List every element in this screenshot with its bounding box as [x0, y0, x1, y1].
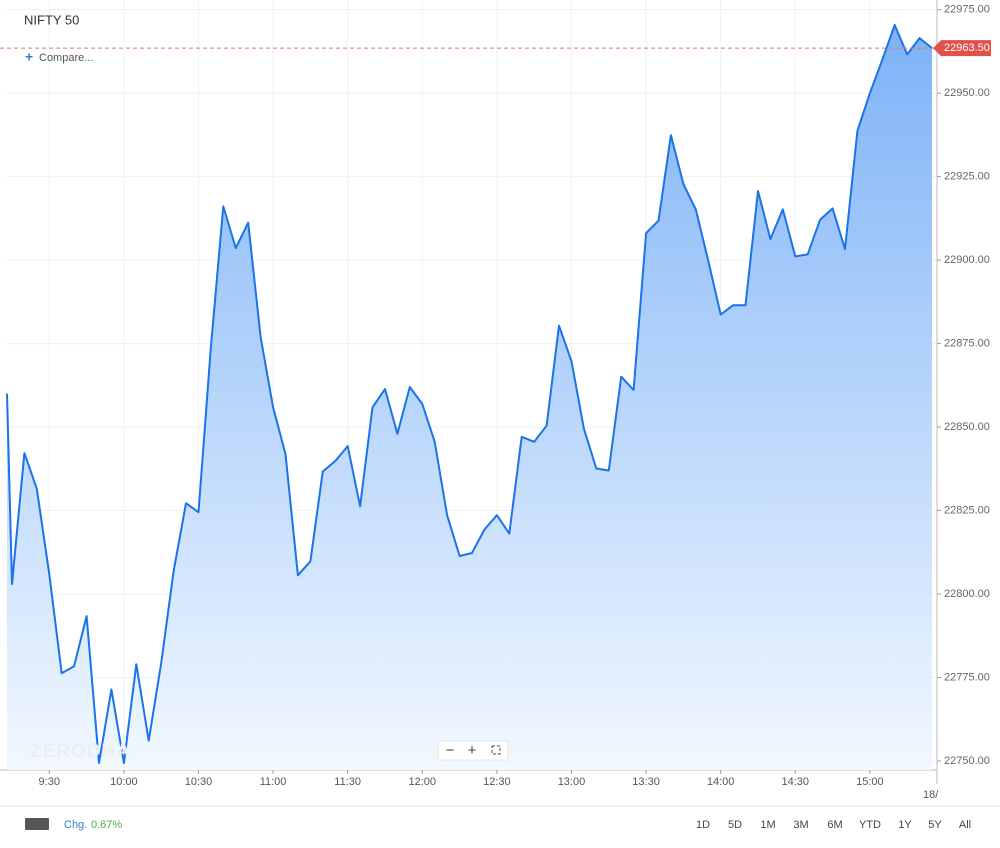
- y-tick-label: 22950.00: [944, 87, 990, 99]
- area-fill: [7, 25, 932, 770]
- change-value: 0.67%: [91, 819, 122, 831]
- y-tick-label: 22975.00: [944, 4, 990, 16]
- x-tick-label: 10:00: [110, 776, 138, 788]
- range-button[interactable]: 5Y: [928, 819, 942, 831]
- x-tick-label: 14:30: [781, 776, 809, 788]
- plot: 22963.50: [0, 24, 991, 770]
- y-tick-label: 22925.00: [944, 171, 990, 183]
- change-label: Chg.: [64, 819, 87, 831]
- x-tick-label: 9:30: [39, 776, 60, 788]
- range-button[interactable]: 6M: [827, 819, 842, 831]
- watermark: ZERODHA: [30, 741, 131, 762]
- date-label: 18/: [923, 789, 939, 801]
- last-price-tag: [933, 40, 991, 57]
- y-tick-label: 22775.00: [944, 671, 990, 683]
- range-button[interactable]: 5D: [728, 819, 742, 831]
- x-tick-label: 11:00: [260, 776, 287, 788]
- zoom-in[interactable]: +: [468, 742, 477, 759]
- range-button[interactable]: 1D: [696, 819, 710, 831]
- y-tick-label: 22800.00: [944, 588, 990, 600]
- zoom-controls: − +: [437, 740, 509, 761]
- x-tick-label: 15:00: [856, 776, 884, 788]
- x-tick-label: 12:00: [409, 776, 437, 788]
- x-tick-label: 10:30: [185, 776, 213, 788]
- last-price-label: 22963.50: [944, 42, 990, 54]
- keyboard-icon[interactable]: [25, 818, 49, 830]
- range-button[interactable]: 3M: [793, 819, 808, 831]
- compare-icon[interactable]: +: [25, 49, 33, 65]
- x-tick-label: 13:00: [558, 776, 586, 788]
- price-line: [6, 24, 933, 764]
- x-tick-label: 13:30: [632, 776, 660, 788]
- y-tick-label: 22900.00: [944, 254, 990, 266]
- x-tick-label: 11:30: [334, 776, 361, 788]
- chart-title: NIFTY 50: [24, 12, 79, 27]
- range-button[interactable]: 1Y: [898, 819, 912, 831]
- zoom-box: [437, 740, 509, 761]
- range-button[interactable]: YTD: [859, 819, 881, 831]
- range-button[interactable]: All: [959, 819, 971, 831]
- x-tick-label: 12:30: [483, 776, 511, 788]
- y-tick-label: 22850.00: [944, 421, 990, 433]
- x-tick-label: 14:00: [707, 776, 735, 788]
- zoom-out[interactable]: −: [446, 742, 455, 759]
- y-tick-label: 22825.00: [944, 504, 990, 516]
- y-tick-label: 22875.00: [944, 338, 990, 350]
- range-button[interactable]: 1M: [760, 819, 775, 831]
- range-selector: 1D 5D 1M 3M 6M YTD 1Y 5Y All: [696, 819, 971, 831]
- y-tick-label: 22750.00: [944, 755, 990, 767]
- fullscreen[interactable]: [491, 745, 501, 755]
- compare-button[interactable]: Compare...: [39, 52, 93, 64]
